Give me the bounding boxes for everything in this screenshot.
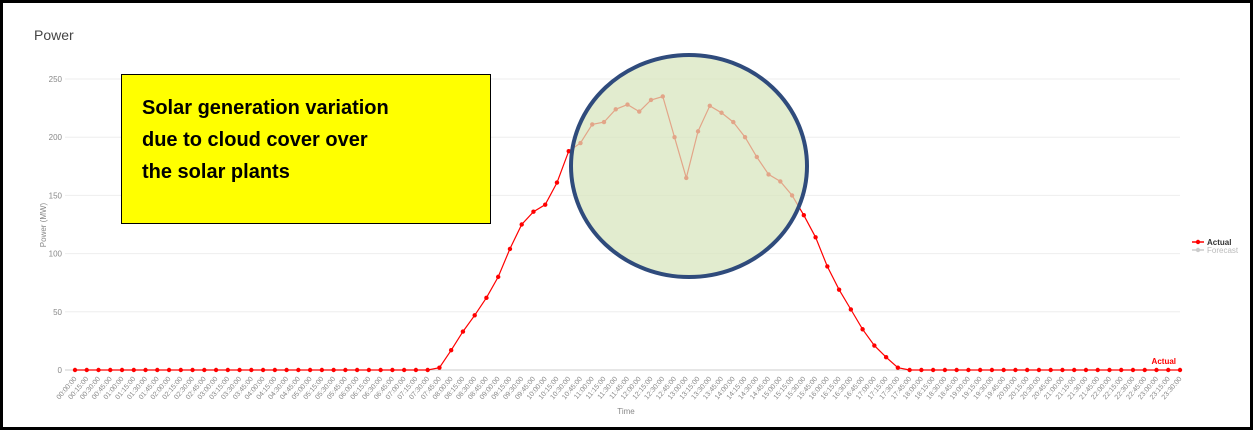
callout-line-2: due to cloud cover over <box>142 129 368 151</box>
data-point <box>1013 367 1018 373</box>
data-point <box>836 287 842 292</box>
data-point <box>848 307 854 312</box>
data-point <box>108 367 113 373</box>
y-tick-label: 200 <box>49 133 63 142</box>
y-tick-label: 100 <box>49 250 63 259</box>
data-point <box>1177 367 1183 373</box>
data-point <box>531 209 536 214</box>
data-point <box>954 367 959 373</box>
data-point <box>178 367 183 373</box>
chart-title: Power <box>34 27 74 43</box>
legend-swatch-dot <box>1195 239 1201 245</box>
data-point <box>1024 367 1030 373</box>
data-point <box>1083 367 1089 373</box>
data-point <box>872 343 877 348</box>
data-point <box>143 367 148 373</box>
data-point <box>883 354 889 360</box>
data-point <box>895 365 901 370</box>
data-point <box>813 235 818 240</box>
data-point <box>131 367 136 373</box>
data-point <box>307 367 313 373</box>
data-point <box>507 246 513 252</box>
series-end-label: Actual <box>1152 357 1176 366</box>
data-point <box>260 367 266 373</box>
data-point <box>155 367 160 373</box>
data-point <box>437 365 442 370</box>
data-point <box>249 367 254 373</box>
data-point <box>331 367 336 373</box>
data-point <box>72 367 78 373</box>
data-point <box>319 367 325 373</box>
data-point <box>495 274 501 280</box>
callout-line-1: Solar generation variation <box>142 97 389 119</box>
data-point <box>460 329 466 334</box>
data-point <box>519 222 524 227</box>
data-point <box>284 367 289 373</box>
y-tick-labels: 0 50 100 150 200 250 <box>49 75 63 375</box>
data-point <box>237 367 242 373</box>
data-point <box>354 367 360 373</box>
legend-item-actual[interactable]: Actual <box>1207 238 1231 247</box>
data-point <box>425 367 430 373</box>
data-point <box>343 367 348 373</box>
data-point <box>366 367 372 373</box>
y-tick-label: 250 <box>49 75 63 84</box>
data-point <box>966 367 971 373</box>
data-point <box>378 367 383 373</box>
y-axis-label: Power (MW) <box>39 202 48 247</box>
data-point <box>272 367 278 373</box>
data-point <box>1095 367 1100 373</box>
x-axis-label: Time <box>617 407 635 416</box>
y-tick-label: 50 <box>53 308 62 317</box>
data-point <box>484 295 489 301</box>
callout-line-3: the solar plants <box>142 161 290 183</box>
data-point <box>860 327 865 332</box>
data-point <box>472 313 477 318</box>
data-point <box>1142 367 1147 373</box>
data-point <box>448 348 454 353</box>
data-point <box>543 202 548 207</box>
data-point <box>919 367 924 373</box>
data-point <box>566 148 571 154</box>
data-point <box>1060 367 1065 373</box>
callout-box: Solar generation variation due to cloud … <box>121 74 491 224</box>
data-point <box>390 367 395 373</box>
data-point <box>1048 367 1053 373</box>
legend-swatch-dot <box>1195 247 1201 253</box>
x-tick-labels: 00:00:0000:15:0000:30:0000:45:0001:00:00… <box>56 376 1184 401</box>
data-point <box>190 367 195 373</box>
data-point <box>401 367 407 373</box>
data-point <box>1001 367 1006 373</box>
data-point <box>1154 367 1159 373</box>
cloud-cover-highlight <box>569 53 809 279</box>
data-point <box>1130 367 1136 373</box>
data-point <box>213 367 219 373</box>
data-point <box>166 367 172 373</box>
data-point <box>225 367 231 373</box>
y-tick-label: 0 <box>58 366 63 375</box>
data-point <box>413 367 419 373</box>
y-tick-label: 150 <box>49 191 63 200</box>
data-point <box>977 367 983 373</box>
data-point <box>801 212 807 218</box>
data-point <box>825 264 830 269</box>
data-point <box>989 367 995 373</box>
data-point <box>907 367 912 373</box>
data-point <box>84 367 89 373</box>
data-point <box>1166 367 1171 373</box>
data-point <box>1119 367 1124 373</box>
data-point <box>554 180 560 185</box>
data-point <box>1107 367 1112 373</box>
data-point <box>96 367 101 373</box>
legend-item-forecast[interactable]: Forecast <box>1207 246 1239 255</box>
data-point <box>119 367 125 373</box>
data-point <box>942 367 948 373</box>
data-point <box>1036 367 1042 373</box>
data-point <box>296 367 301 373</box>
data-point <box>1072 367 1077 373</box>
data-point <box>930 367 936 373</box>
data-point <box>202 367 207 373</box>
